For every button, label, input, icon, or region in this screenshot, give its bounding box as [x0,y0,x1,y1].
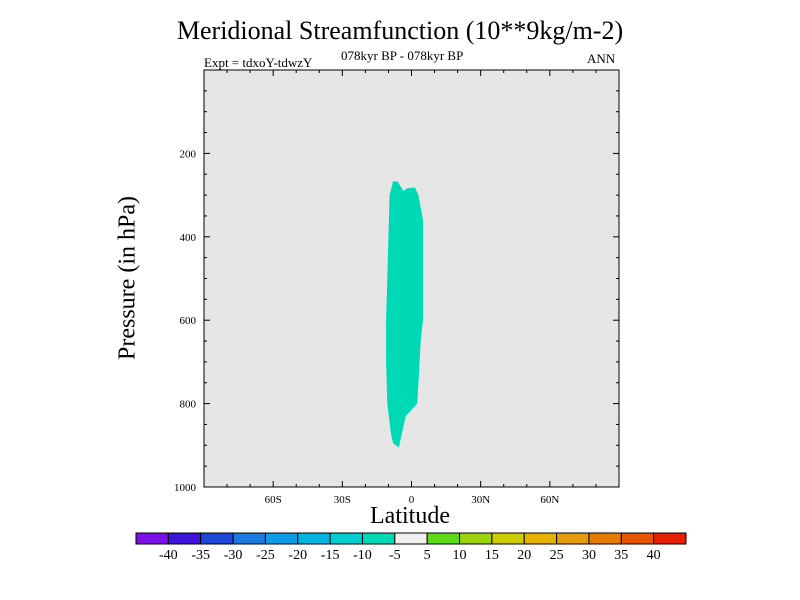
colorbar-box [426,532,461,545]
colorbar-label: -35 [191,548,210,563]
experiment-label: Expt = tdxoY-tdwzY [204,55,313,70]
colorbar-box [200,532,234,545]
colorbar-box [329,532,363,545]
colorbar-box [394,532,428,545]
season-label: ANN [587,51,616,66]
filled-regions [386,181,423,448]
colorbar-label: 35 [614,548,628,563]
colorbar-box [167,532,202,545]
colorbar-box [556,532,590,545]
colorbar-label: -10 [353,548,372,563]
colorbar-label: -25 [256,548,275,563]
colorbar-box [232,532,266,545]
colorbar-label: -5 [389,548,401,563]
colorbar-label: -15 [321,548,340,563]
colorbar-label: 40 [647,548,661,563]
y-tick-label: 1000 [174,482,197,494]
x-tick-label: 30N [471,494,490,506]
colorbar-box [264,532,299,545]
x-tick-label: 60S [265,494,282,506]
colorbar-label: -20 [288,548,307,563]
colorbar-box [588,532,622,545]
period-label: 078kyr BP - 078kyr BP [341,48,464,63]
x-tick-label: 60N [540,494,559,506]
filled-region-0 [386,181,423,448]
x-tick-label: 30S [334,494,351,506]
colorbar-box [491,532,525,545]
y-tick-label: 800 [180,399,197,411]
colorbar-label: 5 [424,548,431,563]
y-tick-label: 600 [180,315,197,327]
colorbar-box [620,532,655,545]
plot-frame [203,69,620,488]
colorbar-label: 30 [582,548,596,563]
colorbar-label: 10 [453,548,467,563]
colorbar-box [297,532,331,545]
colorbar-label: -30 [224,548,243,563]
axis-ticks: 60S 30S 0 30N 60N 200 400 600 800 1000 [174,70,619,506]
colorbar-box [653,532,687,545]
colorbar-box [361,532,396,545]
colorbar-label: 15 [485,548,499,563]
colorbar-box [135,532,169,545]
colorbar-label: 20 [517,548,531,563]
x-tick-label: 0 [409,494,415,506]
x-axis-label: Latitude [370,503,450,529]
colorbar: -40 -35 -30 -25 -20 -15 -10 -5 5 10 15 20 25 30 35 40 [135,532,687,563]
chart-title: Meridional Streamfunction (10**9kg/m-2) [176,16,624,45]
colorbar-box [459,532,493,545]
colorbar-box [523,532,558,545]
y-tick-label: 200 [180,148,197,160]
y-tick-label: 400 [180,232,197,244]
y-axis-label: Pressure (in hPa) [114,196,141,360]
colorbar-label: 25 [550,548,564,563]
colorbar-label: -40 [159,548,178,563]
